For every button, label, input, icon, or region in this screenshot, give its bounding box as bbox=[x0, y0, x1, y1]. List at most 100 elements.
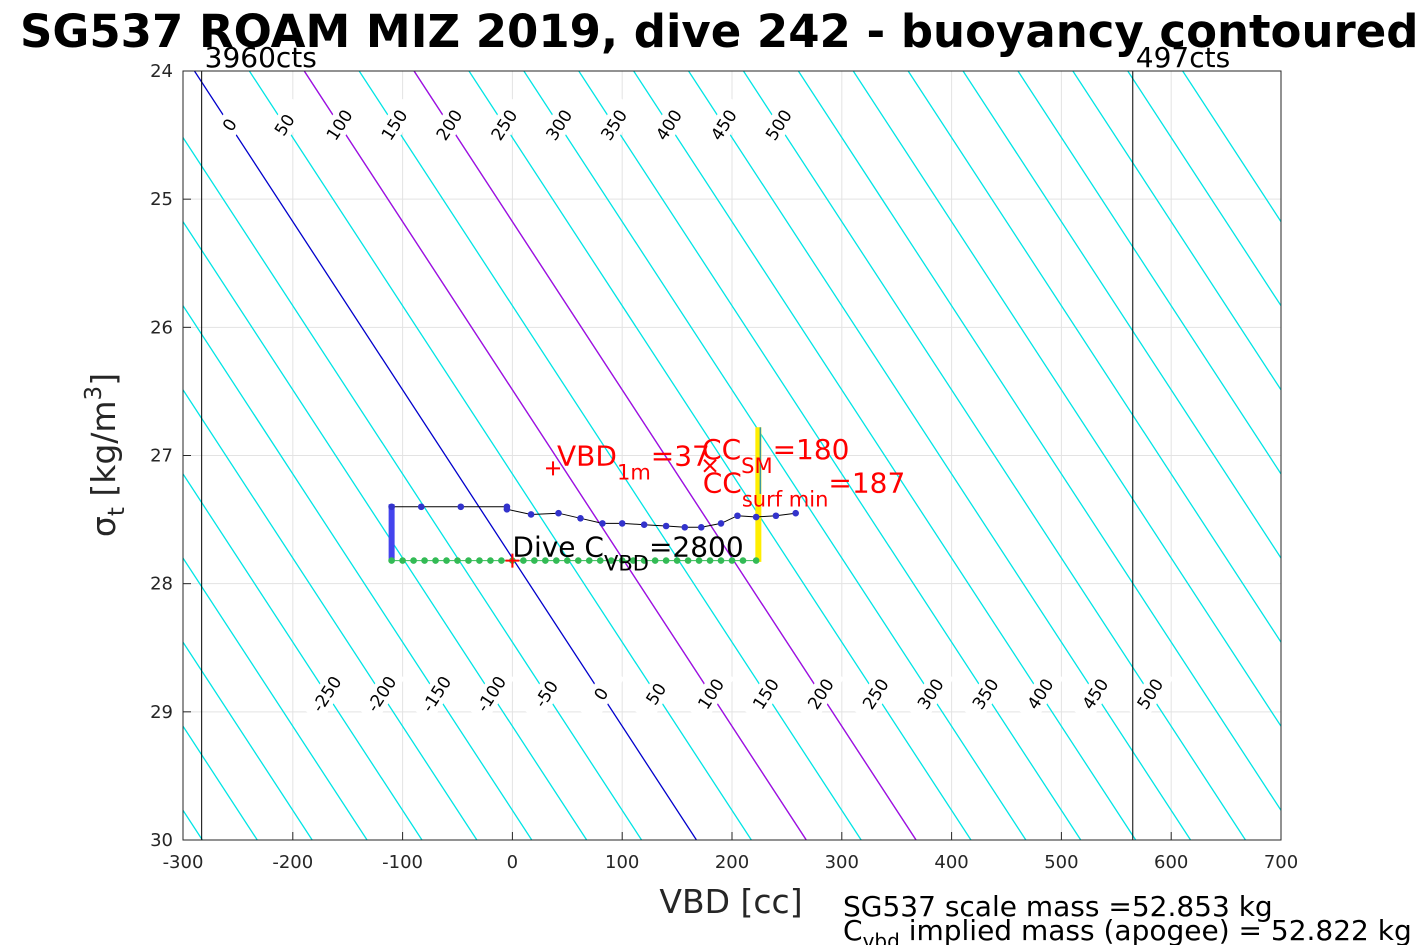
contour-label-bg bbox=[261, 97, 308, 153]
y-tick-label: 25 bbox=[150, 189, 173, 210]
x-tick-label: 600 bbox=[1154, 852, 1188, 873]
dive-point bbox=[752, 513, 760, 521]
dive-point bbox=[417, 503, 425, 511]
contour-line-cyan bbox=[688, 71, 1192, 840]
dive-point bbox=[734, 512, 741, 520]
contour-line-cyan bbox=[248, 71, 752, 840]
contour-line-cyan bbox=[1127, 71, 1281, 307]
contour-line-cyan bbox=[1182, 71, 1281, 223]
dive-point bbox=[555, 509, 562, 517]
contour-label-bg bbox=[1071, 666, 1119, 722]
climb-point bbox=[454, 557, 461, 564]
climb-point bbox=[443, 557, 450, 564]
dive-series bbox=[388, 427, 799, 564]
climb-point bbox=[728, 557, 736, 564]
climb-point bbox=[752, 557, 760, 564]
annotation-label-sub: VBD bbox=[604, 552, 649, 576]
climb-point bbox=[574, 557, 582, 564]
climb-point bbox=[399, 557, 406, 564]
contour-line-cyan bbox=[183, 304, 533, 840]
dive-point bbox=[503, 506, 511, 513]
chart-title: SG537 ROAM MIZ 2019, dive 242 - buoyancy… bbox=[20, 5, 1417, 58]
dive-point bbox=[681, 523, 689, 531]
footer-implied-mass-sub: vbd bbox=[863, 929, 900, 945]
contour-label-bg bbox=[797, 666, 845, 722]
y-axis-label-sigma: σ bbox=[84, 516, 123, 537]
annotation-label-sub: SM bbox=[741, 454, 772, 478]
y-axis-label-sub: t bbox=[104, 507, 130, 516]
contour-label-bg bbox=[522, 666, 570, 722]
x-tick-label: 300 bbox=[825, 852, 859, 873]
x-tick-label: 400 bbox=[934, 852, 968, 873]
annotation-label-sub: surf min bbox=[742, 488, 829, 512]
contour-line-magenta bbox=[303, 71, 807, 840]
dive-point bbox=[662, 522, 670, 530]
y-tick-label: 29 bbox=[150, 702, 173, 723]
contour-line-cyan bbox=[183, 136, 643, 840]
contour-label-bg bbox=[480, 97, 528, 153]
climb-point bbox=[673, 557, 681, 564]
climb-point bbox=[542, 557, 549, 564]
annotation-label: CCsurf min=187 bbox=[703, 467, 906, 512]
y-axis-label-close: ] bbox=[84, 373, 123, 386]
dive-point bbox=[640, 521, 648, 529]
contour-line-cyan bbox=[1017, 71, 1281, 476]
climb-point bbox=[432, 557, 439, 564]
contour-line-magenta bbox=[413, 71, 917, 840]
climb-point bbox=[553, 557, 560, 564]
contour-line-cyan bbox=[358, 71, 862, 840]
x-tick-label: -300 bbox=[163, 852, 204, 873]
climb-point bbox=[465, 557, 472, 564]
dive-point bbox=[618, 520, 626, 527]
contour-line-cyan bbox=[633, 71, 1137, 840]
annotation-label-value: =187 bbox=[828, 467, 905, 500]
contour-line-cyan bbox=[1072, 71, 1281, 392]
contour-line-cyan bbox=[0, 71, 38, 840]
footer-implied-mass-tail: implied mass (apogee) = 52.822 kg bbox=[900, 914, 1412, 945]
contour-label-bg bbox=[303, 666, 351, 722]
contour-label-bg bbox=[852, 666, 900, 722]
climb-point bbox=[739, 557, 747, 564]
dive-point bbox=[527, 511, 535, 518]
contour-line-cyan bbox=[0, 71, 93, 840]
contour-line-cyan bbox=[183, 640, 313, 840]
x-tick-label: 0 bbox=[507, 852, 518, 873]
climb-point bbox=[607, 557, 615, 564]
contour-line-cyan bbox=[183, 472, 423, 840]
climb-point bbox=[585, 557, 593, 564]
contour-line-cyan bbox=[578, 71, 1082, 840]
climb-point bbox=[706, 557, 714, 564]
annotation-label-main: Dive C bbox=[512, 531, 604, 564]
contour-line-cyan bbox=[797, 71, 1281, 812]
climb-point bbox=[531, 557, 538, 564]
contour-label-bg bbox=[645, 97, 693, 153]
contour-line-cyan bbox=[183, 556, 368, 840]
contour-label-bg bbox=[412, 666, 460, 722]
contour-label-bg bbox=[907, 666, 954, 722]
y-tick-label: 27 bbox=[150, 446, 173, 467]
contour-label-bg bbox=[370, 97, 418, 153]
climb-point bbox=[564, 557, 571, 564]
annotation-label: CCSM=180 bbox=[702, 433, 849, 478]
annotation-label-main: CC bbox=[703, 467, 742, 500]
contour-label-bg bbox=[315, 97, 363, 153]
climb-point bbox=[421, 557, 428, 564]
climb-point bbox=[520, 557, 527, 564]
climb-point bbox=[596, 557, 604, 564]
climb-point bbox=[684, 557, 692, 564]
contour-line-cyan bbox=[742, 71, 1247, 840]
y-tick-label: 24 bbox=[150, 61, 173, 82]
dive-point bbox=[697, 523, 705, 531]
climb-point bbox=[498, 557, 505, 564]
footer-implied-mass: Cvbd implied mass (apogee) = 52.822 kg bbox=[843, 914, 1412, 945]
x-tick-label: 100 bbox=[605, 852, 639, 873]
y-tick-label: 30 bbox=[150, 830, 173, 851]
climb-point bbox=[388, 557, 395, 564]
annotation-x-marker bbox=[703, 459, 717, 473]
contour-line-cyan bbox=[962, 71, 1281, 560]
contour-line-cyan bbox=[907, 71, 1281, 644]
contour-label-bg bbox=[535, 97, 583, 153]
y-axis-label: σt [kg/m3] bbox=[81, 373, 130, 537]
y-tick-label: 28 bbox=[150, 574, 173, 595]
